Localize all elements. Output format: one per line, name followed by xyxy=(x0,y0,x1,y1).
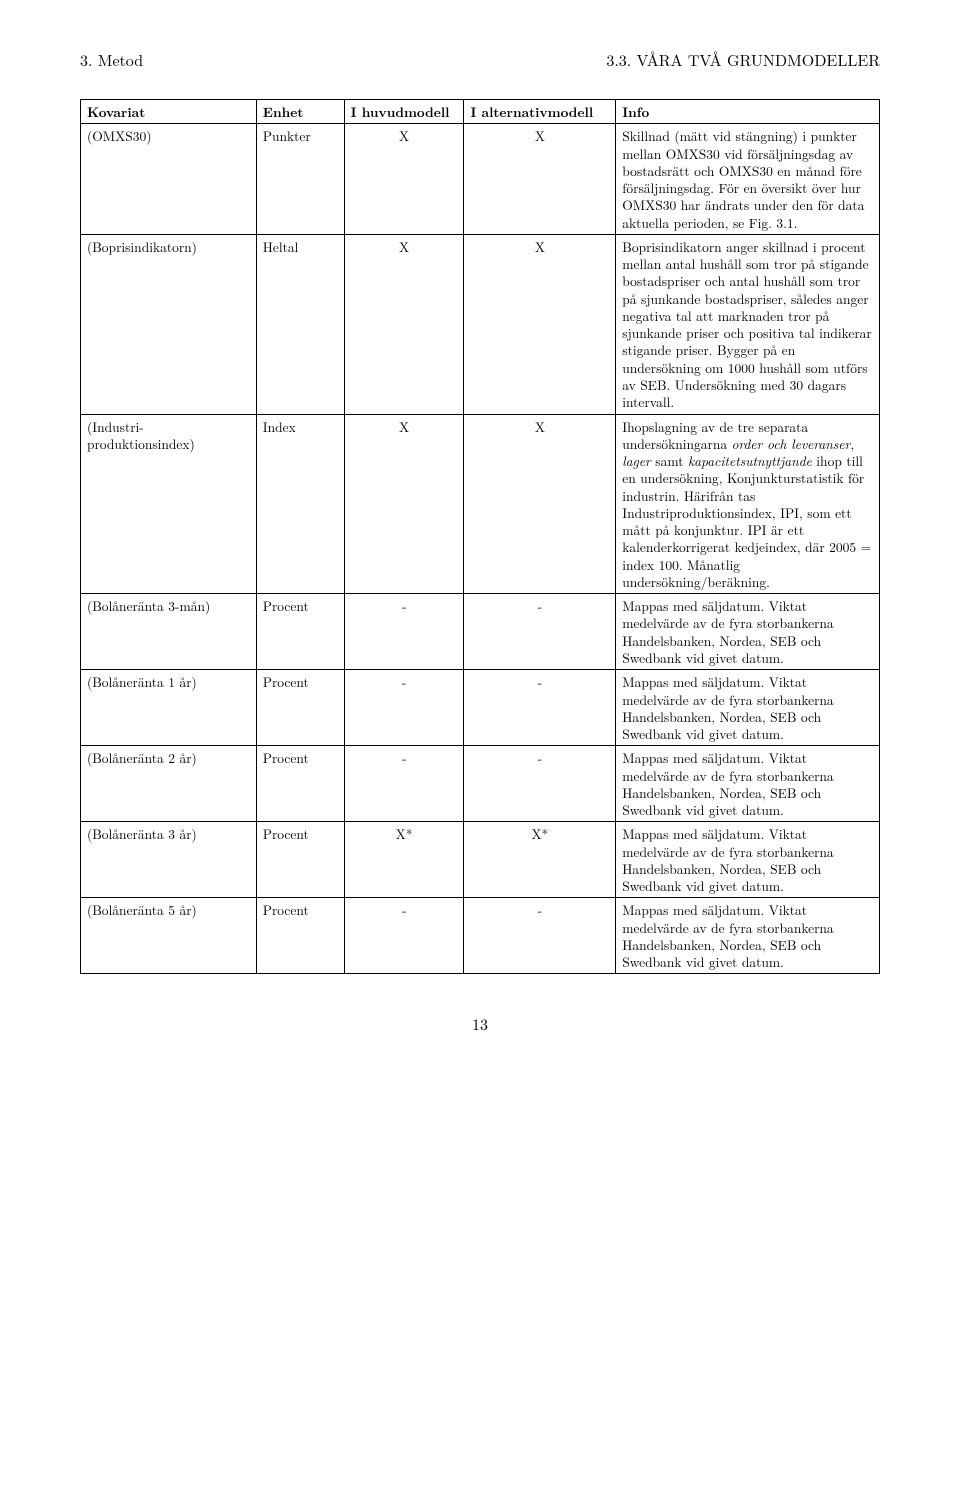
cell-kovariat: (Bolåneränta 3 år) xyxy=(81,822,257,898)
table-row: (Bolåneränta 1 år) Procent - - Mappas me… xyxy=(81,670,880,746)
col-huvudmodell: I huvudmodell xyxy=(344,100,464,124)
cell-info: Skillnad (mätt vid stängning) i punkter … xyxy=(616,124,880,235)
cell-alt: X xyxy=(464,124,616,235)
cell-kovariat: (OMXS30) xyxy=(81,124,257,235)
cell-enhet: Procent xyxy=(256,594,344,670)
cell-enhet: Heltal xyxy=(256,234,344,414)
header-right: 3.3. VÅRA TVÅ GRUNDMODELLER xyxy=(606,48,880,71)
cell-huvud: X xyxy=(344,234,464,414)
table-row: (OMXS30) Punkter X X Skillnad (mätt vid … xyxy=(81,124,880,235)
cell-info: Mappas med säljdatum. Viktat medelvärde … xyxy=(616,670,880,746)
cell-info: Ihopslagning av de tre separata undersök… xyxy=(616,414,880,594)
cell-huvud: - xyxy=(344,670,464,746)
cell-info: Boprisindikatorn anger skillnad i procen… xyxy=(616,234,880,414)
cell-kovariat: (Industri-produktionsindex) xyxy=(81,414,257,594)
cell-alt: - xyxy=(464,898,616,974)
cell-enhet: Procent xyxy=(256,822,344,898)
cell-alt: - xyxy=(464,670,616,746)
header-left: 3. Metod xyxy=(80,48,143,71)
cell-enhet: Procent xyxy=(256,670,344,746)
cell-alt: X xyxy=(464,414,616,594)
cell-huvud: X* xyxy=(344,822,464,898)
cell-enhet: Punkter xyxy=(256,124,344,235)
table-row: (Boprisindikatorn) Heltal X X Boprisindi… xyxy=(81,234,880,414)
page-header: 3. Metod 3.3. VÅRA TVÅ GRUNDMODELLER xyxy=(80,48,880,71)
cell-enhet: Index xyxy=(256,414,344,594)
table-row: (Bolåneränta 3 år) Procent X* X* Mappas … xyxy=(81,822,880,898)
cell-huvud: - xyxy=(344,594,464,670)
table-header-row: Kovariat Enhet I huvudmodell I alternati… xyxy=(81,100,880,124)
table-row: (Industri-produktionsindex) Index X X Ih… xyxy=(81,414,880,594)
cell-kovariat: (Bolåneränta 2 år) xyxy=(81,746,257,822)
cell-kovariat: (Bolåneränta 3-mån) xyxy=(81,594,257,670)
covariate-table: Kovariat Enhet I huvudmodell I alternati… xyxy=(80,99,880,974)
cell-enhet: Procent xyxy=(256,746,344,822)
cell-huvud: X xyxy=(344,124,464,235)
cell-huvud: X xyxy=(344,414,464,594)
table-row: (Bolåneränta 2 år) Procent - - Mappas me… xyxy=(81,746,880,822)
page-number: 13 xyxy=(80,1012,880,1035)
cell-alt: X* xyxy=(464,822,616,898)
cell-alt: - xyxy=(464,594,616,670)
cell-kovariat: (Bolåneränta 5 år) xyxy=(81,898,257,974)
table-row: (Bolåneränta 3-mån) Procent - - Mappas m… xyxy=(81,594,880,670)
cell-huvud: - xyxy=(344,746,464,822)
page: 3. Metod 3.3. VÅRA TVÅ GRUNDMODELLER Kov… xyxy=(0,0,960,1095)
cell-info: Mappas med säljdatum. Viktat medelvärde … xyxy=(616,822,880,898)
cell-alt: - xyxy=(464,746,616,822)
col-alternativmodell: I alternativmodell xyxy=(464,100,616,124)
col-kovariat: Kovariat xyxy=(81,100,257,124)
col-info: Info xyxy=(616,100,880,124)
cell-alt: X xyxy=(464,234,616,414)
col-enhet: Enhet xyxy=(256,100,344,124)
cell-kovariat: (Bolåneränta 1 år) xyxy=(81,670,257,746)
cell-info: Mappas med säljdatum. Viktat medelvärde … xyxy=(616,898,880,974)
cell-enhet: Procent xyxy=(256,898,344,974)
cell-kovariat: (Boprisindikatorn) xyxy=(81,234,257,414)
cell-info: Mappas med säljdatum. Viktat medelvärde … xyxy=(616,746,880,822)
cell-huvud: - xyxy=(344,898,464,974)
cell-info: Mappas med säljdatum. Viktat medelvärde … xyxy=(616,594,880,670)
table-row: (Bolåneränta 5 år) Procent - - Mappas me… xyxy=(81,898,880,974)
